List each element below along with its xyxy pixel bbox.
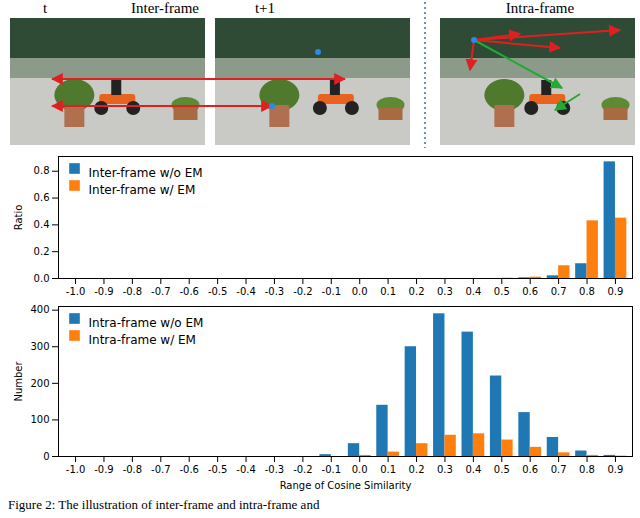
svg-text:-0.3: -0.3 xyxy=(265,464,285,475)
svg-text:-0.9: -0.9 xyxy=(94,464,114,475)
svg-text:0.7: 0.7 xyxy=(551,464,567,475)
svg-text:-0.4: -0.4 xyxy=(236,464,256,475)
svg-text:-0.8: -0.8 xyxy=(123,286,143,297)
svg-text:0: 0 xyxy=(43,451,49,462)
svg-text:100: 100 xyxy=(30,414,49,425)
svg-text:0.6: 0.6 xyxy=(34,192,50,203)
svg-text:-0.1: -0.1 xyxy=(322,464,342,475)
svg-text:400: 400 xyxy=(30,304,49,315)
svg-text:Inter-frame w/o EM: Inter-frame w/o EM xyxy=(89,166,203,180)
svg-text:0.4: 0.4 xyxy=(465,286,481,297)
svg-text:0.7: 0.7 xyxy=(551,286,567,297)
svg-text:0.2: 0.2 xyxy=(409,286,425,297)
svg-text:Intra-frame w/ EM: Intra-frame w/ EM xyxy=(89,333,196,347)
svg-text:0.2: 0.2 xyxy=(34,246,50,257)
svg-text:-0.7: -0.7 xyxy=(151,286,171,297)
svg-text:0.8: 0.8 xyxy=(579,464,595,475)
svg-text:Ratio: Ratio xyxy=(13,205,24,231)
svg-text:-0.6: -0.6 xyxy=(179,286,199,297)
svg-text:0.2: 0.2 xyxy=(409,464,425,475)
svg-text:300: 300 xyxy=(30,341,49,352)
svg-text:-0.1: -0.1 xyxy=(322,286,342,297)
svg-text:0.4: 0.4 xyxy=(465,464,481,475)
svg-text:0.8: 0.8 xyxy=(579,286,595,297)
svg-text:0.4: 0.4 xyxy=(34,219,50,230)
svg-text:Inter-frame: Inter-frame xyxy=(131,0,199,16)
svg-text:-0.8: -0.8 xyxy=(123,464,143,475)
svg-text:0.0: 0.0 xyxy=(352,286,368,297)
svg-text:-0.2: -0.2 xyxy=(293,464,313,475)
svg-text:0.9: 0.9 xyxy=(607,464,623,475)
svg-text:0.0: 0.0 xyxy=(34,273,50,284)
svg-text:-0.2: -0.2 xyxy=(293,286,313,297)
html-text:Figure 2: The illustration of: Figure 2: The illustration of inter-fram… xyxy=(8,497,320,512)
svg-text:0.3: 0.3 xyxy=(437,464,453,475)
svg-text:-0.6: -0.6 xyxy=(179,464,199,475)
svg-text:0.5: 0.5 xyxy=(494,286,510,297)
svg-text:-0.4: -0.4 xyxy=(236,286,256,297)
svg-text:t: t xyxy=(43,0,48,16)
svg-text:0.9: 0.9 xyxy=(607,286,623,297)
svg-text:Number: Number xyxy=(13,361,24,402)
svg-text:0.0: 0.0 xyxy=(352,464,368,475)
svg-text:-0.7: -0.7 xyxy=(151,464,171,475)
svg-text:0.8: 0.8 xyxy=(34,165,50,176)
svg-text:-0.5: -0.5 xyxy=(208,286,228,297)
svg-text:-0.9: -0.9 xyxy=(94,286,114,297)
svg-text:-0.5: -0.5 xyxy=(208,464,228,475)
svg-text:Intra-frame w/o EM: Intra-frame w/o EM xyxy=(89,316,204,330)
svg-text:0.6: 0.6 xyxy=(522,286,538,297)
svg-text:-1.0: -1.0 xyxy=(66,286,86,297)
svg-text:0.1: 0.1 xyxy=(380,286,396,297)
svg-text:Range of Cosine Similarity: Range of Cosine Similarity xyxy=(280,480,412,491)
svg-text:0.5: 0.5 xyxy=(494,464,510,475)
svg-text:t+1: t+1 xyxy=(255,0,275,16)
svg-text:200: 200 xyxy=(30,378,49,389)
svg-text:0.6: 0.6 xyxy=(522,464,538,475)
svg-text:Inter-frame w/ EM: Inter-frame w/ EM xyxy=(89,183,196,197)
svg-text:0.1: 0.1 xyxy=(380,464,396,475)
svg-text:-0.3: -0.3 xyxy=(265,286,285,297)
svg-text:0.3: 0.3 xyxy=(437,286,453,297)
svg-text:-1.0: -1.0 xyxy=(66,464,86,475)
svg-text:Intra-frame: Intra-frame xyxy=(506,0,575,16)
